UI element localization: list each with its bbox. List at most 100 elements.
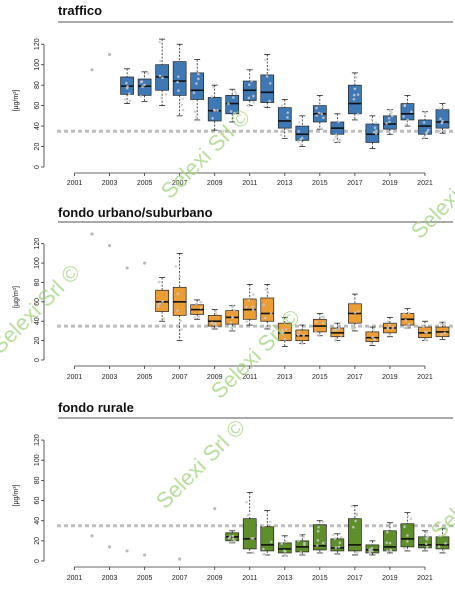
sample-point bbox=[385, 549, 389, 553]
x-tick-label: 2021 bbox=[417, 575, 433, 582]
sample-point bbox=[286, 116, 289, 119]
sample-point bbox=[322, 315, 326, 319]
box bbox=[295, 125, 310, 141]
sample-point bbox=[147, 72, 150, 75]
sample-point bbox=[422, 121, 426, 124]
y-tick-label: 120 bbox=[34, 238, 41, 250]
sample-point bbox=[230, 326, 233, 330]
panel-title: traffico bbox=[58, 3, 102, 18]
x-tick-label: 2019 bbox=[382, 374, 398, 381]
sample-point bbox=[350, 504, 354, 508]
y-tick-label: 60 bbox=[34, 298, 41, 306]
sample-point bbox=[227, 102, 230, 106]
sample-point bbox=[389, 109, 392, 112]
sample-point bbox=[195, 82, 198, 85]
sample-point bbox=[264, 325, 268, 329]
panel-title: fondo urbano/suburbano bbox=[58, 205, 213, 220]
box bbox=[260, 297, 275, 322]
y-tick-label: 20 bbox=[34, 337, 41, 345]
box bbox=[418, 536, 432, 549]
sample-point bbox=[176, 80, 179, 84]
sample-point bbox=[268, 99, 271, 103]
sample-point bbox=[406, 534, 409, 537]
x-tick-label: 2017 bbox=[347, 374, 363, 381]
y-tick-label: 80 bbox=[34, 278, 41, 286]
sample-point bbox=[143, 83, 146, 87]
sample-point bbox=[405, 123, 408, 126]
y-tick-label: 20 bbox=[34, 143, 41, 151]
sample-point bbox=[441, 120, 444, 123]
sample-point bbox=[176, 75, 180, 78]
sample-point bbox=[286, 128, 289, 131]
sample-point bbox=[180, 328, 183, 331]
sample-point bbox=[389, 549, 393, 552]
sample-point bbox=[410, 110, 413, 114]
sample-point bbox=[216, 109, 219, 112]
outlier-point bbox=[143, 261, 147, 265]
sample-point bbox=[229, 110, 233, 113]
sample-point bbox=[178, 275, 181, 279]
sample-point bbox=[193, 316, 197, 319]
sample-point bbox=[265, 75, 269, 78]
sample-point bbox=[315, 114, 319, 117]
x-tick-label: 2015 bbox=[312, 374, 328, 381]
sample-point bbox=[302, 334, 305, 337]
sample-point bbox=[406, 118, 409, 122]
sample-point bbox=[353, 311, 357, 314]
x-tick-label: 2011 bbox=[242, 575, 257, 582]
sample-point bbox=[140, 80, 144, 83]
sample-point bbox=[214, 309, 217, 313]
sample-point bbox=[251, 293, 255, 296]
sample-point bbox=[372, 327, 376, 331]
x-tick-label: 2003 bbox=[102, 180, 118, 187]
sample-point bbox=[440, 333, 443, 336]
sample-point bbox=[268, 520, 272, 524]
sample-point bbox=[422, 136, 426, 139]
x-tick-label: 2003 bbox=[102, 374, 118, 381]
sample-point bbox=[317, 525, 320, 529]
sample-point bbox=[195, 115, 198, 119]
sample-point bbox=[438, 129, 442, 133]
x-tick-label: 2017 bbox=[347, 180, 363, 187]
sample-point bbox=[385, 122, 388, 125]
sample-point bbox=[426, 128, 430, 132]
sample-point bbox=[230, 540, 234, 544]
y-tick-label: 40 bbox=[34, 122, 41, 130]
sample-point bbox=[437, 545, 441, 548]
sample-point bbox=[162, 317, 166, 320]
sample-point bbox=[442, 549, 445, 552]
sample-point bbox=[157, 305, 160, 309]
y-tick-label: 0 bbox=[34, 358, 41, 362]
sample-point bbox=[352, 97, 356, 101]
x-tick-label: 2009 bbox=[207, 575, 223, 582]
x-tick-label: 2007 bbox=[172, 374, 188, 381]
x-tick-label: 2021 bbox=[417, 374, 433, 381]
sample-point bbox=[320, 112, 324, 116]
sample-point bbox=[247, 513, 251, 516]
sample-point bbox=[279, 130, 283, 134]
x-tick-label: 2019 bbox=[382, 575, 398, 582]
sample-point bbox=[339, 535, 343, 539]
box bbox=[260, 74, 275, 103]
sample-point bbox=[139, 94, 143, 98]
sample-point bbox=[232, 96, 235, 99]
sample-point bbox=[391, 326, 395, 330]
sample-point bbox=[354, 75, 358, 79]
sample-point bbox=[158, 40, 161, 44]
sample-point bbox=[251, 308, 255, 312]
sample-point bbox=[125, 86, 129, 90]
x-tick-label: 2011 bbox=[242, 374, 257, 381]
sample-point bbox=[371, 549, 374, 553]
x-tick-label: 2007 bbox=[172, 180, 188, 187]
sample-point bbox=[269, 540, 273, 544]
sample-point bbox=[336, 140, 340, 143]
sample-point bbox=[423, 111, 427, 115]
sample-point bbox=[263, 316, 267, 320]
sample-point bbox=[128, 92, 131, 95]
sample-point bbox=[386, 327, 390, 330]
sample-point bbox=[315, 106, 318, 110]
sample-point bbox=[232, 308, 236, 312]
sample-point bbox=[337, 327, 341, 331]
sample-point bbox=[438, 107, 442, 110]
sample-point bbox=[425, 531, 429, 534]
